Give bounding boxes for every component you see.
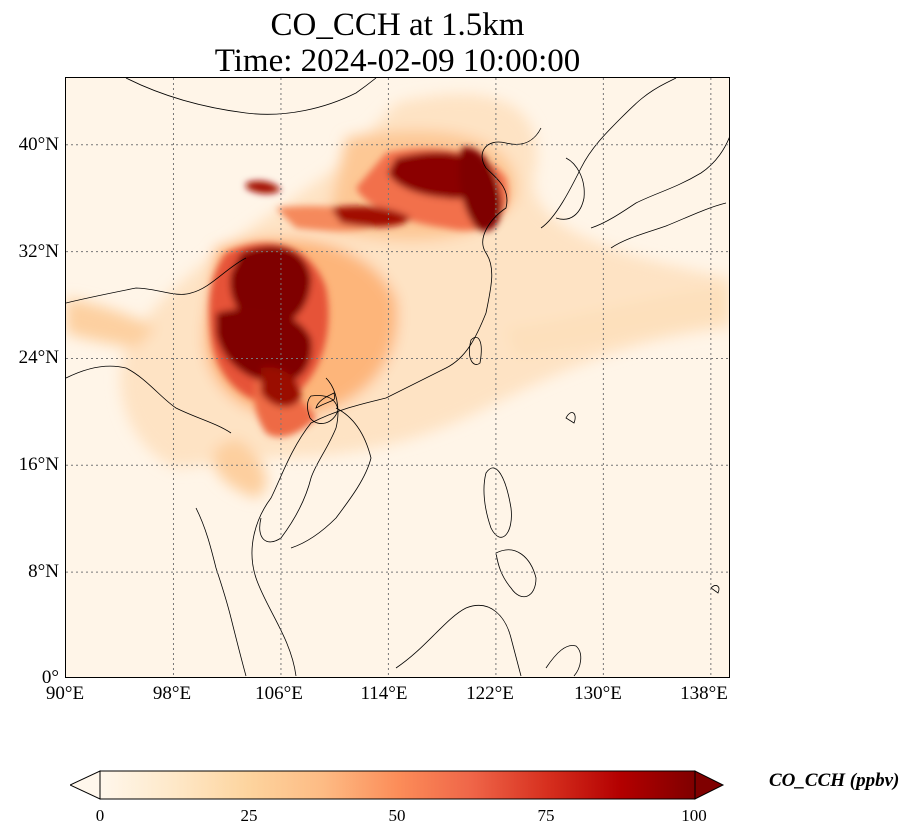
colorbar-tick-label: 0 [95,806,105,825]
co-concentration-field [66,94,729,498]
colorbar [68,768,725,802]
colorbar-max-extend [694,770,725,800]
chart-subtitle-time: Time: 2024-02-09 10:00:00 [214,43,581,79]
x-tick-label: 130°E [574,683,622,704]
colorbar-graphic [68,770,725,800]
colorbar-tick-label: 25 [240,806,258,825]
map-panel [65,77,730,678]
colorbar-tick-label: 50 [388,806,406,825]
y-tick-label: 0° [41,667,59,688]
x-tick-label: 106°E [255,683,303,704]
gridlines [66,78,729,677]
colorbar-min-extend [68,770,101,800]
colorbar-tick-label: 75 [537,806,555,825]
y-tick-label: 32°N [18,241,59,262]
colorbar-tick-label: 100 [681,806,707,825]
y-tick-label: 40°N [18,134,59,155]
y-tick-label: 16°N [18,454,59,475]
x-tick-label: 138°E [680,683,728,704]
y-tick-label: 8°N [28,561,59,582]
x-tick-label: 98°E [152,683,192,704]
y-tick-label: 24°N [18,347,59,368]
colorbar-gradient [99,770,696,800]
coastlines [66,78,729,677]
colorbar-label: CO_CCH (ppbv) [769,770,900,791]
chart-title: CO_CCH at 1.5km [270,7,525,43]
map-canvas [66,78,729,677]
x-tick-label: 122°E [466,683,514,704]
x-tick-label: 114°E [360,683,408,704]
x-tick-label: 90°E [45,683,85,704]
